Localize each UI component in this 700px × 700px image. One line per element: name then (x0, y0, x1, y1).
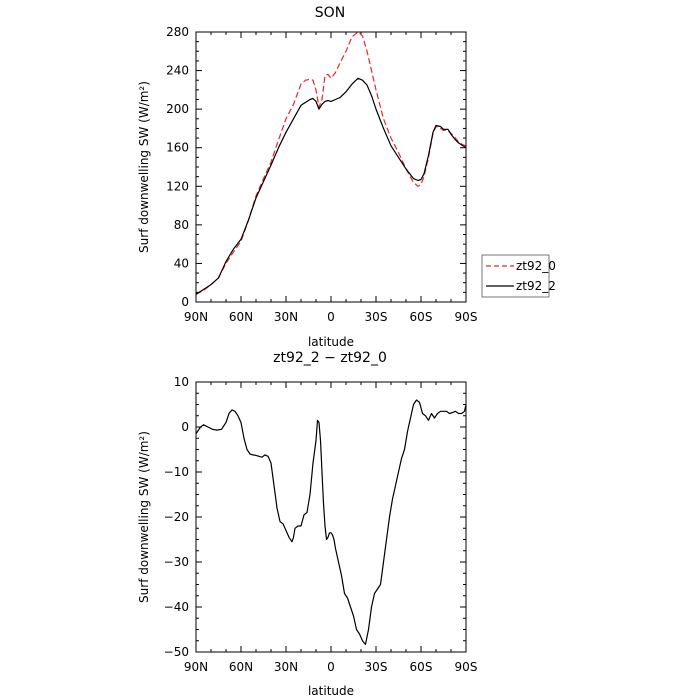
bottom-y-tick-label: −40 (164, 600, 189, 614)
top-x-tick-label: 60N (229, 310, 253, 324)
top-y-axis-label: Surf downwelling SW (W/m²) (137, 81, 151, 253)
top-x-tick-label: 90N (184, 310, 208, 324)
legend-label-zt92-0: zt92_0 (516, 259, 556, 273)
bottom-y-tick-label: −50 (164, 645, 189, 659)
bottom-y-tick-label: 0 (181, 420, 189, 434)
bottom-plot-frame (195, 381, 467, 653)
top-y-tick-label: 160 (166, 141, 189, 155)
top-y-tick-label: 80 (174, 218, 189, 232)
bottom-y-tick-label: 10 (174, 375, 189, 389)
top-plot-frame (195, 31, 467, 303)
top-panel-tick-labels: 90N 60N 30N 0 30S 60S 90S 0 40 80 120 160 200 240 280 (166, 25, 477, 324)
top-x-tick-label: 30S (365, 310, 388, 324)
bottom-x-tick-label: 30S (365, 660, 388, 674)
legend: zt92_0 zt92_2 (481, 254, 556, 298)
top-y-tick-label: 40 (174, 256, 189, 270)
bottom-x-tick-label: 30N (274, 660, 298, 674)
top-y-tick-label: 240 (166, 64, 189, 78)
bottom-x-tick-label: 60N (229, 660, 253, 674)
bottom-panel-title: zt92_2 − zt92_0 (273, 350, 387, 366)
bottom-panel: zt92_2 − zt92_0 90N 60N 30N 0 30S 60S 90S −50 −4… (137, 350, 477, 698)
bottom-x-axis-label: latitude (308, 684, 354, 698)
bottom-series-line-difference (195, 399, 467, 646)
top-panel-series (195, 31, 467, 295)
bottom-y-tick-label: −10 (164, 465, 189, 479)
bottom-x-tick-label: 60S (410, 660, 433, 674)
top-x-tick-label: 0 (327, 310, 335, 324)
bottom-x-tick-label: 0 (327, 660, 335, 674)
top-panel-title: SON (315, 5, 345, 21)
bottom-y-tick-label: −20 (164, 510, 189, 524)
top-series-line-zt92-2 (195, 77, 467, 295)
top-y-tick-label: 200 (166, 102, 189, 116)
bottom-y-axis-label: Surf downwelling SW (W/m²) (137, 431, 151, 603)
bottom-panel-ticks (195, 381, 467, 653)
top-x-axis-label: latitude (308, 335, 354, 349)
top-x-tick-label: 30N (274, 310, 298, 324)
bottom-x-tick-label: 90N (184, 660, 208, 674)
top-panel: SON 90N 60N 30N 0 30S 60S 90S 0 40 80 120 160 200 240… (137, 5, 556, 349)
legend-box (481, 254, 550, 298)
top-x-tick-label: 90S (455, 310, 478, 324)
bottom-y-tick-label: −30 (164, 555, 189, 569)
bottom-panel-tick-labels: 90N 60N 30N 0 30S 60S 90S −50 −40 −30 −20 −10 0 10 (164, 375, 478, 674)
bottom-panel-series (195, 399, 467, 646)
top-y-tick-label: 0 (181, 295, 189, 309)
top-x-tick-label: 60S (410, 310, 433, 324)
bottom-x-tick-label: 90S (455, 660, 478, 674)
legend-label-zt92-2: zt92_2 (516, 279, 556, 293)
top-y-tick-label: 120 (166, 179, 189, 193)
top-y-tick-label: 280 (166, 25, 189, 39)
top-series-line-zt92-0 (195, 31, 467, 295)
